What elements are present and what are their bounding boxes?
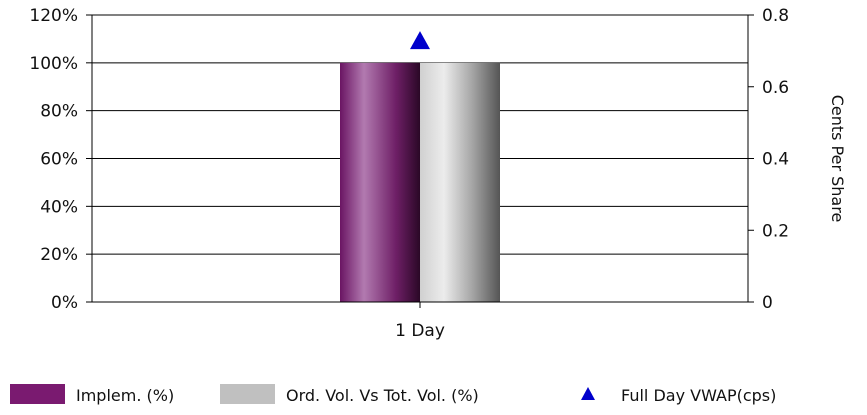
left-tick-label: 80% (40, 102, 78, 122)
bar (420, 62, 500, 303)
legend-label: Implem. (%) (76, 386, 174, 405)
right-tick-label: 0.2 (762, 221, 789, 241)
legend-label: Ord. Vol. Vs Tot. Vol. (%) (286, 386, 479, 405)
right-tick-label: 0.4 (762, 150, 789, 170)
right-tick-label: 0.8 (762, 6, 789, 26)
left-tick-label: 0% (51, 293, 78, 313)
left-tick-label: 60% (40, 150, 78, 170)
right-tick-label: 0 (762, 293, 773, 313)
left-tick-label: 20% (40, 245, 78, 265)
legend: Implem. (%) Ord. Vol. Vs Tot. Vol. (%) Ful… (10, 384, 776, 405)
left-tick-label: 40% (40, 197, 78, 217)
legend-marker (581, 387, 595, 400)
x-tick-label: 1 Day (395, 321, 445, 341)
legend-swatch (220, 384, 275, 404)
right-tick-label: 0.6 (762, 78, 789, 98)
left-tick-label: 100% (29, 54, 78, 74)
tick-labels: 0% 20% 40% 60% 80% 100% 120% 0 0.2 0.4 0.6 0.8 1 Day (29, 6, 789, 341)
bars (340, 62, 500, 303)
right-axis-title: Cents Per Share (828, 95, 847, 223)
legend-label: Full Day VWAP(cps) (621, 386, 776, 405)
bar (340, 62, 420, 303)
vwap-marker (410, 31, 430, 50)
markers (410, 31, 430, 50)
axes (86, 14, 754, 308)
legend-swatch (10, 384, 65, 404)
left-tick-label: 120% (29, 6, 78, 26)
